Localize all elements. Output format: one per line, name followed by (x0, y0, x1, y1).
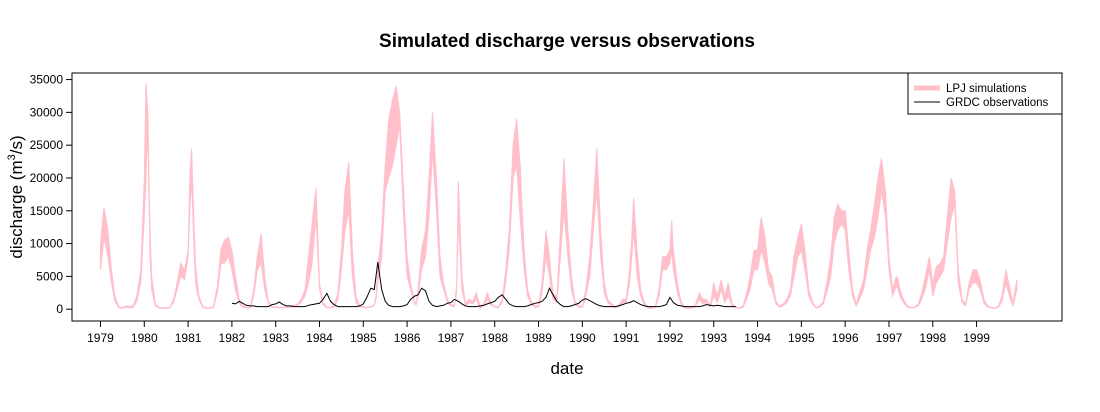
observation-line-layer (231, 261, 736, 308)
y-tick-label: 25000 (30, 138, 64, 152)
legend-observations-label: GRDC observations (946, 97, 1049, 109)
legend-simulations-label: LPJ simulations (946, 83, 1027, 95)
x-tick-label: 1992 (657, 331, 684, 345)
y-tick-label: 0 (56, 302, 63, 316)
chart-title: Simulated discharge versus observations (379, 31, 755, 52)
simulation-band (100, 82, 1018, 310)
x-tick-label: 1990 (569, 331, 596, 345)
plot-frame (71, 72, 1063, 322)
x-tick-label: 1993 (700, 331, 727, 345)
legend: LPJ simulations GRDC observations (907, 72, 1063, 115)
simulation-band-layer (100, 82, 1018, 310)
x-tick-label: 1991 (613, 331, 640, 345)
x-tick-label: 1980 (131, 331, 158, 345)
x-tick-label: 1999 (963, 331, 990, 345)
y-axis: 0 5000 10000 15000 20000 25000 30000 35000 (30, 73, 72, 316)
y-axis-title: discharge (m3/s) (6, 135, 26, 258)
y-axis-title-sup: 3 (6, 154, 18, 160)
x-tick-label: 1989 (525, 331, 552, 345)
x-tick-label: 1983 (262, 331, 289, 345)
y-tick-label: 20000 (30, 171, 64, 185)
x-tick-label: 1996 (832, 331, 859, 345)
y-axis-title-main: discharge (m (7, 160, 26, 258)
x-tick-label: 1984 (306, 331, 333, 345)
x-tick-label: 1987 (438, 331, 465, 345)
y-tick-label: 30000 (30, 105, 64, 119)
x-tick-label: 1982 (219, 331, 246, 345)
x-tick-label: 1994 (744, 331, 771, 345)
x-tick-label: 1997 (876, 331, 903, 345)
x-tick-label: 1979 (87, 331, 114, 345)
x-tick-label: 1981 (175, 331, 202, 345)
x-tick-label: 1988 (481, 331, 508, 345)
observation-line (231, 261, 736, 308)
y-tick-label: 5000 (36, 269, 63, 283)
x-axis: 1979 1980 1981 1982 1983 1984 1985 1986 1987 1988… (87, 321, 990, 345)
legend-box (907, 72, 1063, 115)
x-axis-title: date (550, 359, 583, 378)
y-tick-label: 35000 (30, 73, 64, 87)
x-tick-label: 1986 (394, 331, 421, 345)
x-tick-label: 1998 (919, 331, 946, 345)
x-tick-label: 1995 (788, 331, 815, 345)
x-tick-label: 1985 (350, 331, 377, 345)
y-axis-title-suffix: /s) (7, 135, 26, 154)
y-tick-label: 10000 (30, 237, 64, 251)
y-tick-label: 15000 (30, 204, 64, 218)
